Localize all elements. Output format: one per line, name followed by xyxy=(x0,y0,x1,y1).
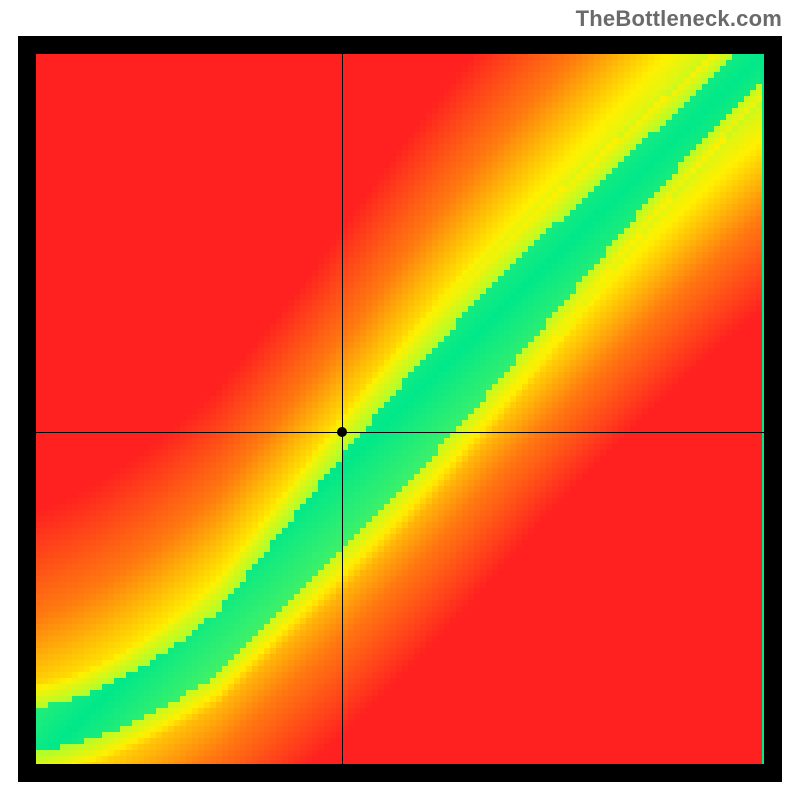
attribution-text: TheBottleneck.com xyxy=(576,6,782,32)
chart-frame xyxy=(18,36,782,782)
heatmap-canvas xyxy=(36,54,764,764)
crosshair-marker xyxy=(337,427,347,437)
crosshair-vertical xyxy=(342,54,343,764)
plot-area xyxy=(36,54,764,764)
bottleneck-chart-container: TheBottleneck.com xyxy=(0,0,800,800)
crosshair-horizontal xyxy=(36,432,764,433)
